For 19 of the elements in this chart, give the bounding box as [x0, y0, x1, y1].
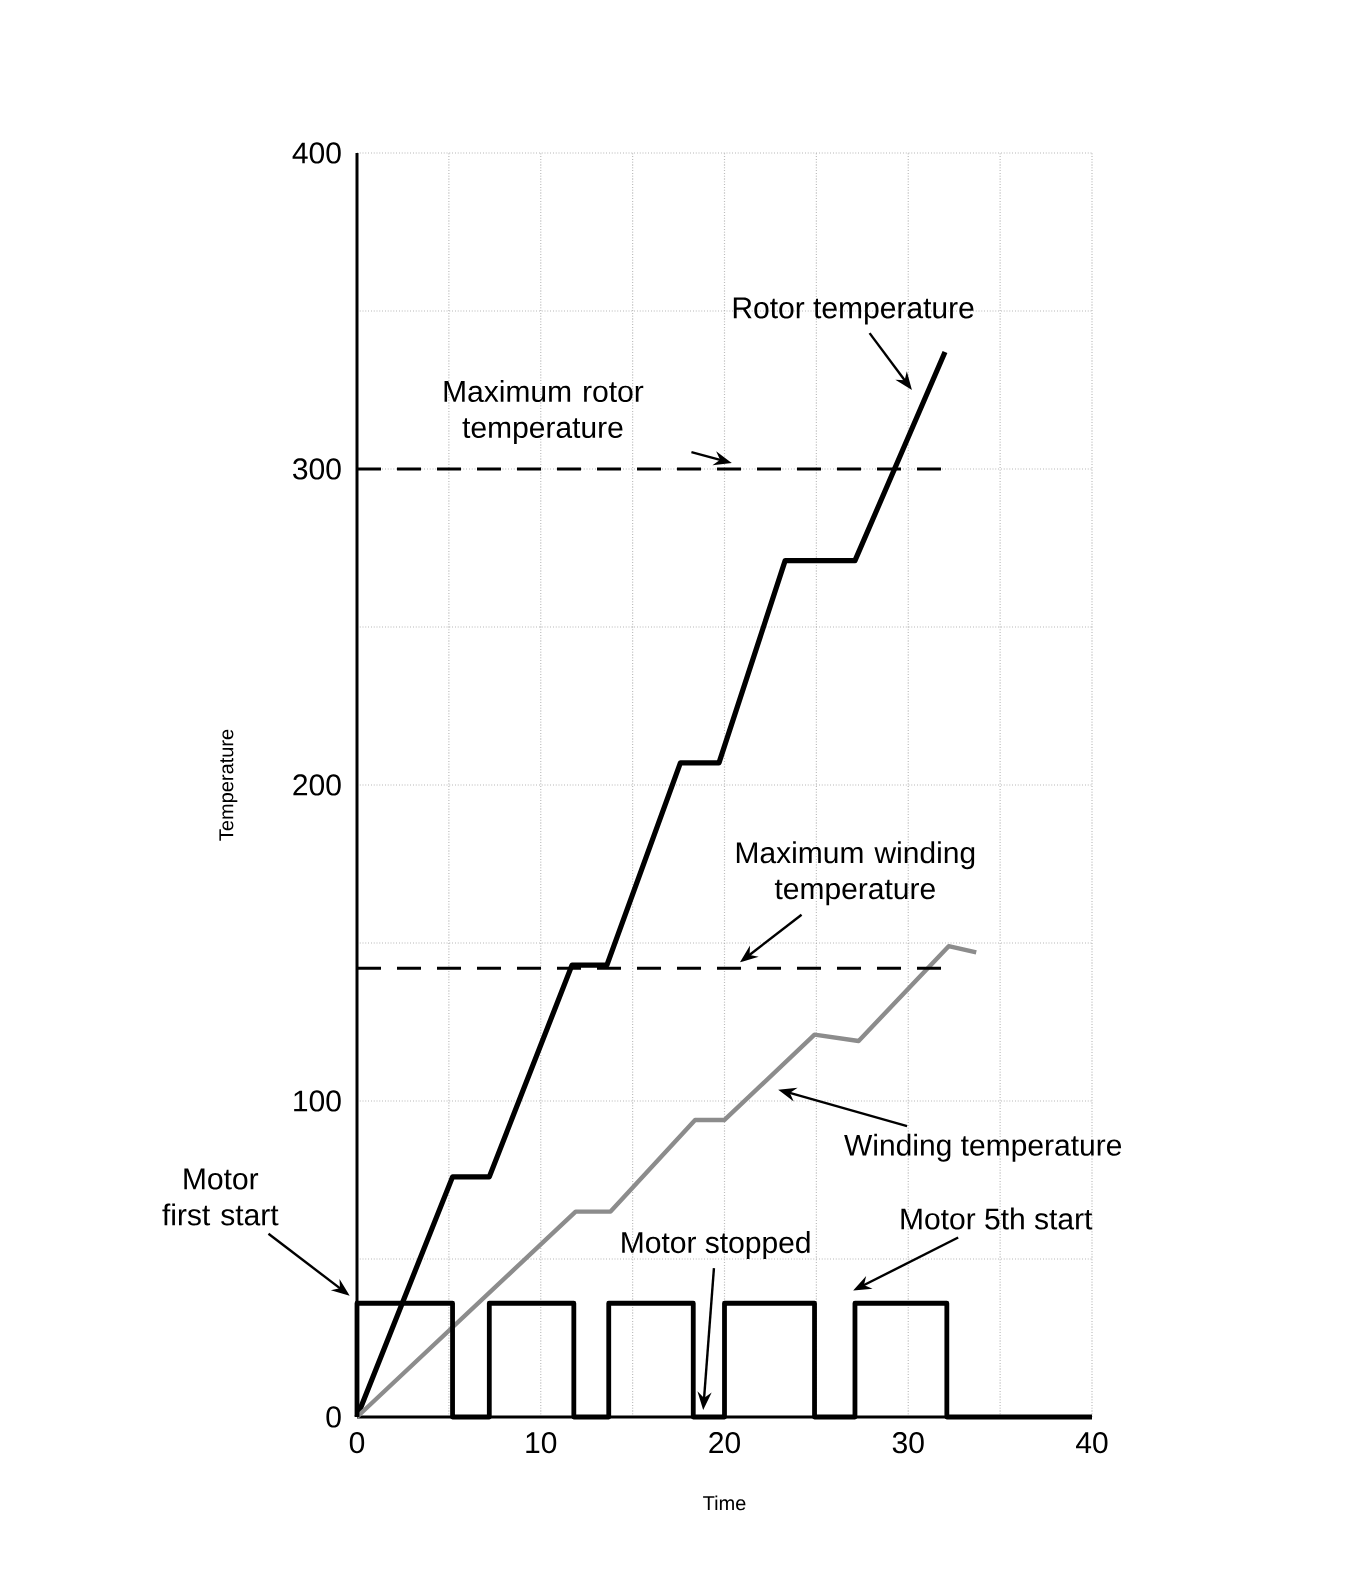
- text: Motor first start: [162, 1168, 279, 1226]
- y-axis-title: Temperature: [219, 729, 238, 841]
- y-tick-label: 300: [293, 458, 341, 480]
- ref-line-label: Maximum rotor temperature: [444, 380, 644, 444]
- x-axis-title: Time: [703, 1495, 746, 1511]
- y-tick-label: 0: [326, 1406, 341, 1428]
- y-tick-label: 200: [293, 774, 341, 796]
- x-tick-label: 20: [709, 1432, 740, 1454]
- x-tick-label: 0: [349, 1432, 365, 1454]
- y-tick-label: 100: [294, 1090, 341, 1112]
- ref-line-label: Maximum winding temperature: [736, 841, 975, 906]
- x-tick-label: 10: [526, 1432, 557, 1454]
- annotation: Motor stopped: [622, 1231, 810, 1260]
- annotation: Motor 5th start: [901, 1207, 1093, 1230]
- x-tick-label: 30: [892, 1432, 924, 1454]
- y-tick-label: 400: [292, 142, 341, 164]
- annotation: Rotor temperature: [733, 297, 974, 325]
- annotation: Winding temperature: [844, 1133, 1122, 1162]
- x-tick-label: 40: [1076, 1432, 1108, 1454]
